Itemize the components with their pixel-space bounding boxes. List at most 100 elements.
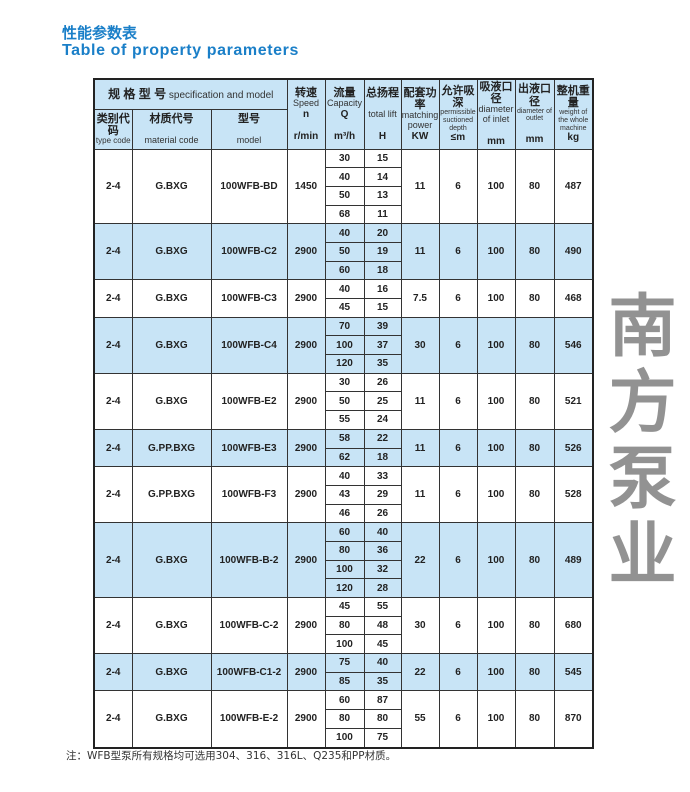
type-code-cell: 2-4 — [93, 148, 133, 225]
property-table: 规 格 型 号 specification and model 转速 Speed n… — [93, 78, 594, 749]
lift-cell: 37 — [363, 335, 402, 356]
weight-cell: 526 — [553, 428, 594, 468]
lift-cell: 28 — [363, 578, 402, 598]
lift-cell: 33 — [363, 466, 402, 486]
outlet-cell: 80 — [514, 596, 555, 655]
lift-cell: 22 — [363, 428, 402, 449]
footnote: 注：WFB型泵所有规格均可选用304、316、316L、Q235和PP材质。 — [66, 750, 397, 762]
lift-cell: 26 — [363, 503, 402, 524]
outlet-cell: 80 — [514, 653, 555, 692]
spec-header: 规 格 型 号 specification and model — [93, 78, 288, 110]
speed-cell: 2900 — [286, 279, 326, 318]
material-cell: G.BXG — [131, 596, 212, 655]
watermark-char: 泵 — [608, 440, 677, 519]
capacity-cell: 40 — [324, 223, 365, 243]
table-row: 2-4 G.PP.BXG 100WFB-E3 2900 58 22 11 6 100 80 526 — [93, 428, 594, 468]
power-cell: 30 — [400, 316, 440, 374]
lift-cell: 36 — [363, 540, 402, 561]
power-cell: 11 — [400, 372, 440, 430]
inlet-cell: 100 — [476, 279, 516, 318]
table-row: 100 37 — [94, 335, 593, 356]
table-row: 2-4 G.BXG 100WFB-E-2 2900 60 87 55 6 100 80 870 — [93, 690, 594, 748]
table-row: 50 19 — [94, 241, 593, 262]
capacity-cell: 40 — [324, 167, 365, 187]
power-cell: 11 — [400, 466, 440, 524]
speed-cell: 1450 — [286, 148, 326, 225]
speed-cell: 2900 — [286, 653, 326, 692]
capacity-cell: 46 — [324, 503, 365, 524]
speed-header: 转速 Speed n r/min — [286, 78, 326, 150]
capacity-cell: 62 — [324, 447, 365, 468]
table-row: 120 35 — [94, 354, 593, 374]
weight-cell: 487 — [553, 148, 594, 225]
table-row: 2-4 G.BXG 100WFB-C-2 2900 45 55 30 6 100 80 680 — [93, 596, 594, 655]
power-cell: 22 — [400, 653, 440, 692]
capacity-cell: 45 — [324, 597, 365, 617]
type-code-cell: 2-4 — [93, 690, 133, 748]
type-code-header: 类别代码 type code — [93, 108, 133, 150]
capacity-cell: 45 — [324, 298, 365, 318]
table-row: 50 13 — [94, 185, 593, 206]
capacity-cell: 50 — [324, 391, 365, 412]
capacity-cell: 80 — [324, 615, 365, 636]
material-cell: G.BXG — [131, 372, 212, 430]
model-cell: 100WFB-E3 — [210, 428, 288, 468]
table-row: 40 14 — [94, 167, 593, 187]
depth-cell: 6 — [438, 466, 478, 524]
watermark: 南方泵业 — [605, 290, 680, 594]
speed-cell: 2900 — [286, 690, 326, 748]
model-cell: 100WFB-C3 — [210, 279, 288, 318]
weight-cell: 521 — [553, 372, 594, 430]
lift-cell: 19 — [363, 241, 402, 262]
power-cell: 11 — [400, 428, 440, 468]
capacity-cell: 55 — [324, 410, 365, 430]
capacity-cell: 30 — [324, 148, 365, 169]
depth-cell: 6 — [438, 690, 478, 748]
weight-cell: 545 — [553, 653, 594, 692]
power-cell: 11 — [400, 148, 440, 225]
capacity-cell: 40 — [324, 279, 365, 299]
lift-cell: 29 — [363, 484, 402, 505]
capacity-cell: 80 — [324, 709, 365, 729]
depth-cell: 6 — [438, 428, 478, 468]
type-code-cell: 2-4 — [93, 316, 133, 374]
table-row: 80 36 — [94, 540, 593, 561]
capacity-cell: 85 — [324, 671, 365, 692]
lift-cell: 35 — [363, 671, 402, 692]
lift-cell: 87 — [363, 690, 402, 711]
lift-cell: 40 — [363, 653, 402, 673]
table-row: 2-4 G.BXG 100WFB-B-2 2900 60 40 22 6 100 80 489 — [93, 522, 594, 598]
lift-cell: 13 — [363, 185, 402, 206]
weight-cell: 489 — [553, 522, 594, 598]
lift-header: 总扬程 total lift H — [363, 78, 402, 150]
depth-header: 允许吸深 permissible suctioned depth ≤m — [438, 78, 478, 150]
material-cell: G.BXG — [131, 522, 212, 598]
table-row: 100 75 — [94, 727, 593, 749]
lift-cell: 35 — [363, 354, 402, 374]
model-cell: 100WFB-C1-2 — [210, 653, 288, 692]
model-cell: 100WFB-C2 — [210, 223, 288, 281]
capacity-cell: 70 — [324, 316, 365, 337]
capacity-cell: 100 — [324, 335, 365, 356]
speed-cell: 2900 — [286, 428, 326, 468]
material-cell: G.BXG — [131, 690, 212, 748]
material-cell: G.BXG — [131, 653, 212, 692]
table-row: 120 28 — [94, 578, 593, 598]
table-row: 2-4 G.BXG 100WFB-C3 2900 40 16 7.5 6 100 80 468 — [93, 279, 594, 318]
power-cell: 22 — [400, 522, 440, 598]
material-cell: G.BXG — [131, 148, 212, 225]
capacity-cell: 120 — [324, 354, 365, 374]
table-row: 100 32 — [94, 559, 593, 580]
outlet-cell: 80 — [514, 690, 555, 748]
inlet-cell: 100 — [476, 466, 516, 524]
capacity-cell: 100 — [324, 559, 365, 580]
capacity-cell: 50 — [324, 185, 365, 206]
material-cell: G.BXG — [131, 316, 212, 374]
type-code-cell: 2-4 — [93, 223, 133, 281]
table-row: 50 25 — [94, 391, 593, 412]
inlet-cell: 100 — [476, 148, 516, 225]
speed-cell: 2900 — [286, 466, 326, 524]
outlet-cell: 80 — [514, 372, 555, 430]
outlet-cell: 80 — [514, 522, 555, 598]
material-cell: G.BXG — [131, 223, 212, 281]
